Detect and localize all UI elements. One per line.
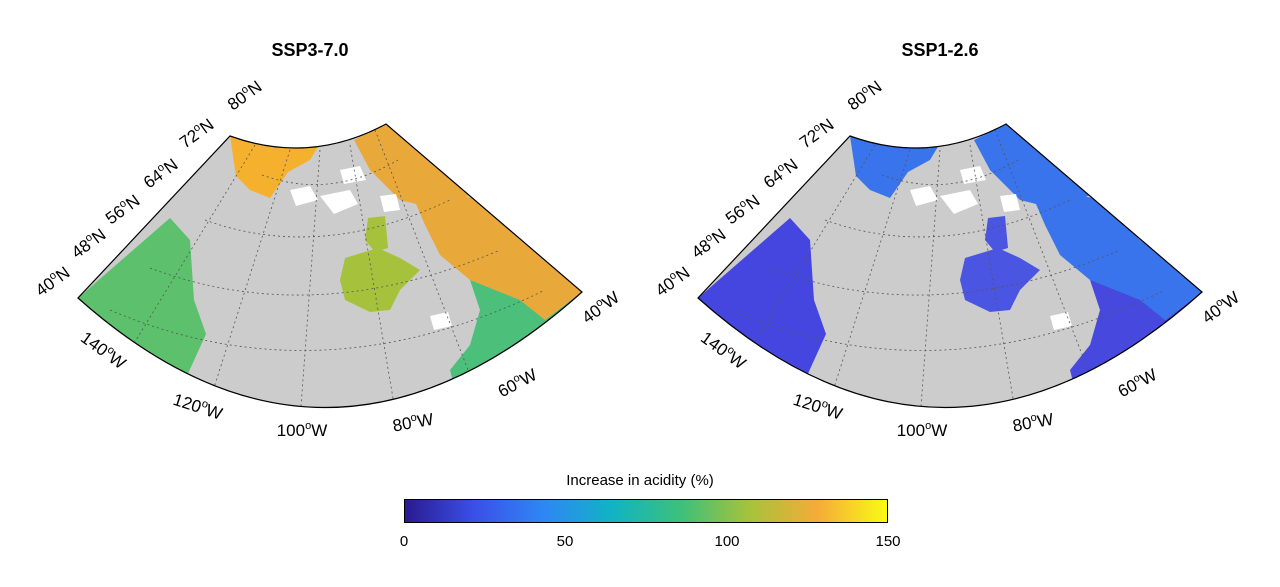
labrador-sea bbox=[410, 190, 582, 320]
graticule-lat bbox=[824, 199, 1071, 238]
baffin-bay bbox=[354, 124, 470, 210]
colorbar-tick: 0 bbox=[399, 533, 409, 550]
map-panel-ssp370: SSP3-7.0 80oN 72oN 64oN 56oN 48oN 40oN 140oW 12… bbox=[0, 0, 640, 460]
colorbar: Increase in acidity (%) 0 50 100 150 bbox=[0, 460, 1280, 587]
map-frame bbox=[697, 123, 1203, 409]
map-content bbox=[78, 124, 582, 408]
lat-label: 72oN bbox=[175, 114, 217, 152]
lake bbox=[430, 312, 452, 330]
lon-label: 120oW bbox=[791, 389, 845, 424]
lake bbox=[1000, 194, 1020, 212]
arctic-ocean bbox=[850, 136, 942, 198]
colorbar-tick: 150 bbox=[875, 533, 901, 550]
atlantic-ocean bbox=[1070, 280, 1202, 390]
graticule-lat bbox=[109, 289, 546, 351]
lake bbox=[320, 190, 358, 214]
hudson-bay bbox=[960, 248, 1040, 312]
map-title: SSP1-2.6 bbox=[901, 40, 979, 60]
lake bbox=[1050, 312, 1072, 330]
colorbar-tick: 100 bbox=[714, 533, 740, 550]
lat-label: 80oN bbox=[223, 76, 265, 114]
lon-label: 60oW bbox=[1114, 364, 1160, 401]
lon-label: 40oW bbox=[1198, 287, 1243, 327]
graticule-lat bbox=[149, 249, 501, 296]
lat-label: 56oN bbox=[101, 190, 143, 228]
colorbar-tick: 50 bbox=[556, 533, 574, 550]
lat-label: 40oN bbox=[31, 262, 73, 300]
lon-label: 80oW bbox=[391, 409, 435, 436]
arctic-ocean bbox=[230, 136, 322, 198]
lon-label: 40oW bbox=[578, 287, 623, 327]
lake bbox=[340, 166, 366, 184]
graticule-lat bbox=[881, 159, 1019, 186]
graticule-lon bbox=[749, 144, 876, 351]
graticule-lon bbox=[919, 149, 941, 408]
lon-label: 80oW bbox=[1011, 409, 1055, 436]
lake bbox=[290, 186, 318, 206]
atlantic-ocean bbox=[450, 280, 582, 390]
graticule-lon bbox=[129, 144, 256, 351]
lat-label: 72oN bbox=[795, 114, 837, 152]
hudson-strait bbox=[365, 216, 388, 252]
map-frame bbox=[77, 123, 583, 409]
lon-label: 100oW bbox=[897, 420, 948, 440]
lake bbox=[940, 190, 978, 214]
lake bbox=[910, 186, 938, 206]
labrador-sea bbox=[1030, 190, 1202, 320]
lake bbox=[960, 166, 986, 184]
graticule-lon bbox=[209, 149, 291, 401]
lat-label: 64oN bbox=[759, 154, 801, 192]
baffin-bay bbox=[974, 124, 1090, 210]
lat-label: 40oN bbox=[651, 262, 693, 300]
map-content bbox=[698, 124, 1202, 408]
lat-label: 64oN bbox=[139, 154, 181, 192]
lon-label: 100oW bbox=[277, 420, 328, 440]
lat-label: 48oN bbox=[687, 224, 729, 262]
pacific-ocean bbox=[78, 218, 206, 378]
map-title: SSP3-7.0 bbox=[271, 40, 349, 60]
graticule-lon bbox=[374, 129, 471, 376]
graticule-lat bbox=[769, 249, 1121, 296]
colorbar-gradient bbox=[404, 499, 888, 523]
graticule-lon bbox=[994, 129, 1091, 376]
lat-label: 80oN bbox=[843, 76, 885, 114]
graticule-lat bbox=[729, 289, 1166, 351]
graticule-lon bbox=[829, 149, 911, 401]
lat-label: 48oN bbox=[67, 224, 109, 262]
colorbar-title: Increase in acidity (%) bbox=[566, 472, 714, 489]
lat-label: 56oN bbox=[721, 190, 763, 228]
lon-label: 60oW bbox=[494, 364, 540, 401]
pacific-ocean bbox=[698, 218, 826, 378]
hudson-strait bbox=[985, 216, 1008, 252]
graticule-lon bbox=[299, 149, 321, 408]
map-panel-ssp126: SSP1-2.6 80oN 72oN 64oN 56oN 48oN 40oN 140oW 12… bbox=[620, 0, 1260, 460]
lon-label: 120oW bbox=[171, 389, 225, 424]
hudson-bay bbox=[340, 248, 420, 312]
lake bbox=[380, 194, 400, 212]
graticule-lat bbox=[261, 159, 399, 186]
graticule-lat bbox=[204, 199, 451, 238]
